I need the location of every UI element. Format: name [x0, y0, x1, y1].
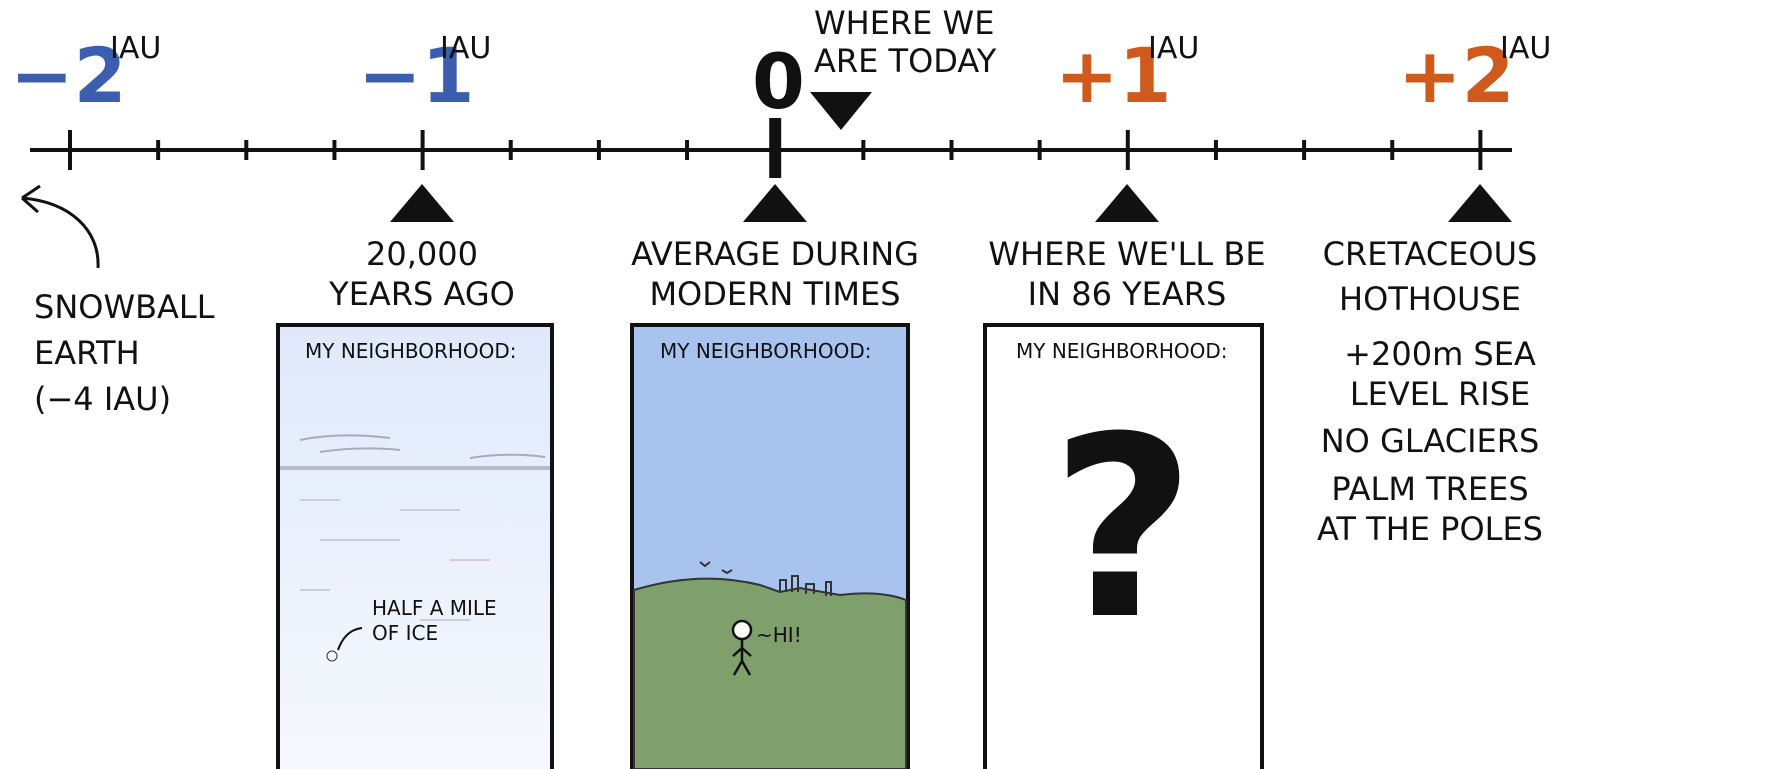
tick-unit: IAU	[440, 31, 491, 66]
panel-note: ~HI!	[756, 623, 802, 647]
panel-note: HALF A MILE	[372, 596, 497, 620]
snowball-line: (−4 IAU)	[34, 380, 171, 418]
panel-note: OF ICE	[372, 621, 438, 645]
note: AT THE POLES	[1317, 510, 1543, 548]
marker	[743, 184, 807, 222]
person-head	[733, 621, 751, 639]
snowball-line: SNOWBALL	[34, 288, 215, 326]
marker	[1448, 184, 1512, 222]
tick-label: 0	[752, 37, 805, 126]
marker	[1095, 184, 1159, 222]
tick-unit: IAU	[1500, 31, 1551, 66]
today-line: ARE TODAY	[814, 42, 997, 80]
note: +200m SEA	[1344, 335, 1536, 373]
tick-unit: IAU	[1148, 31, 1199, 66]
caption: HOTHOUSE	[1339, 280, 1521, 318]
comic: −2 IAU −1 IAU 0 +1 IAU +2 IAU WHERE WE A…	[0, 0, 1768, 769]
caption: CRETACEOUS	[1323, 235, 1538, 273]
caption: WHERE WE'LL BE	[988, 235, 1265, 273]
question-mark: ?	[1050, 383, 1195, 674]
page: −2 IAU −1 IAU 0 +1 IAU +2 IAU WHERE WE A…	[0, 0, 1768, 769]
caption: 20,000	[366, 235, 478, 273]
snowball-arrow	[22, 186, 98, 268]
today-marker	[810, 92, 872, 130]
note: LEVEL RISE	[1350, 375, 1530, 413]
panel-heading: MY NEIGHBORHOOD:	[1016, 339, 1228, 363]
caption: IN 86 YEARS	[1028, 275, 1227, 313]
tick-unit: IAU	[110, 31, 161, 66]
note: PALM TREES	[1331, 470, 1528, 508]
caption: MODERN TIMES	[649, 275, 900, 313]
snowball-line: EARTH	[34, 334, 140, 372]
tick-label: +2	[1398, 31, 1515, 120]
panel-ice	[278, 325, 552, 769]
today-line: WHERE WE	[814, 4, 994, 42]
marker	[390, 184, 454, 222]
caption: AVERAGE DURING	[631, 235, 919, 273]
panel-heading: MY NEIGHBORHOOD:	[660, 339, 872, 363]
panel-heading: MY NEIGHBORHOOD:	[305, 339, 517, 363]
caption: YEARS AGO	[328, 275, 515, 313]
note: NO GLACIERS	[1321, 422, 1540, 460]
hills	[634, 579, 906, 769]
